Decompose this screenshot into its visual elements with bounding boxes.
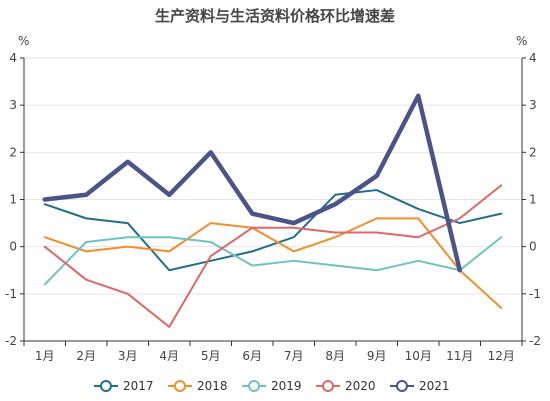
- left-tick-label: 0: [9, 240, 17, 254]
- legend-marker-2019: [248, 380, 260, 392]
- x-tick-label: 9月: [367, 349, 387, 363]
- left-tick-label: 3: [9, 98, 17, 112]
- x-tick-label: 5月: [201, 349, 221, 363]
- series-line-2017: [43, 189, 503, 272]
- x-tick-label: 1月: [35, 349, 55, 363]
- left-tick-label: 2: [9, 145, 17, 159]
- left-tick-label: 4: [9, 51, 17, 65]
- x-tick-label: 6月: [242, 349, 262, 363]
- right-tick-label: 3: [529, 98, 537, 112]
- legend-marker-2017: [100, 380, 112, 392]
- legend-label-2020: 2020: [345, 379, 376, 393]
- legend-marker-2020: [322, 380, 334, 392]
- legend-label-2018: 2018: [197, 379, 228, 393]
- x-tick-label: 3月: [118, 349, 138, 363]
- x-tick-label: 10月: [405, 349, 432, 363]
- left-tick-label: -1: [5, 287, 17, 301]
- legend-label-2017: 2017: [123, 379, 154, 393]
- legend-marker-2018: [174, 380, 186, 392]
- legend-label-2021: 2021: [419, 379, 450, 393]
- right-tick-label: -2: [529, 334, 541, 348]
- legend-label-2019: 2019: [271, 379, 302, 393]
- x-tick-label: 4月: [159, 349, 179, 363]
- right-axis-unit: %: [516, 34, 528, 48]
- x-tick-label: 11月: [446, 349, 473, 363]
- x-tick-label: 7月: [284, 349, 304, 363]
- series-line-2018: [43, 217, 503, 309]
- right-tick-label: 4: [529, 51, 537, 65]
- right-tick-label: 1: [529, 193, 537, 207]
- right-tick-label: 2: [529, 145, 537, 159]
- left-tick-label: 1: [9, 193, 17, 207]
- x-tick-label: 12月: [488, 349, 515, 363]
- series-line-2020: [43, 184, 503, 328]
- x-tick-label: 2月: [76, 349, 96, 363]
- legend-marker-2021: [396, 380, 408, 392]
- series-line-2019: [43, 236, 503, 286]
- chart-title: 生产资料与生活资料价格环比增速差: [154, 7, 395, 25]
- x-tick-label: 8月: [325, 349, 345, 363]
- right-tick-label: -1: [529, 287, 541, 301]
- left-tick-label: -2: [5, 334, 17, 348]
- left-axis-unit: %: [18, 34, 30, 48]
- series-line-2021: [42, 93, 462, 273]
- right-tick-label: 0: [529, 240, 537, 254]
